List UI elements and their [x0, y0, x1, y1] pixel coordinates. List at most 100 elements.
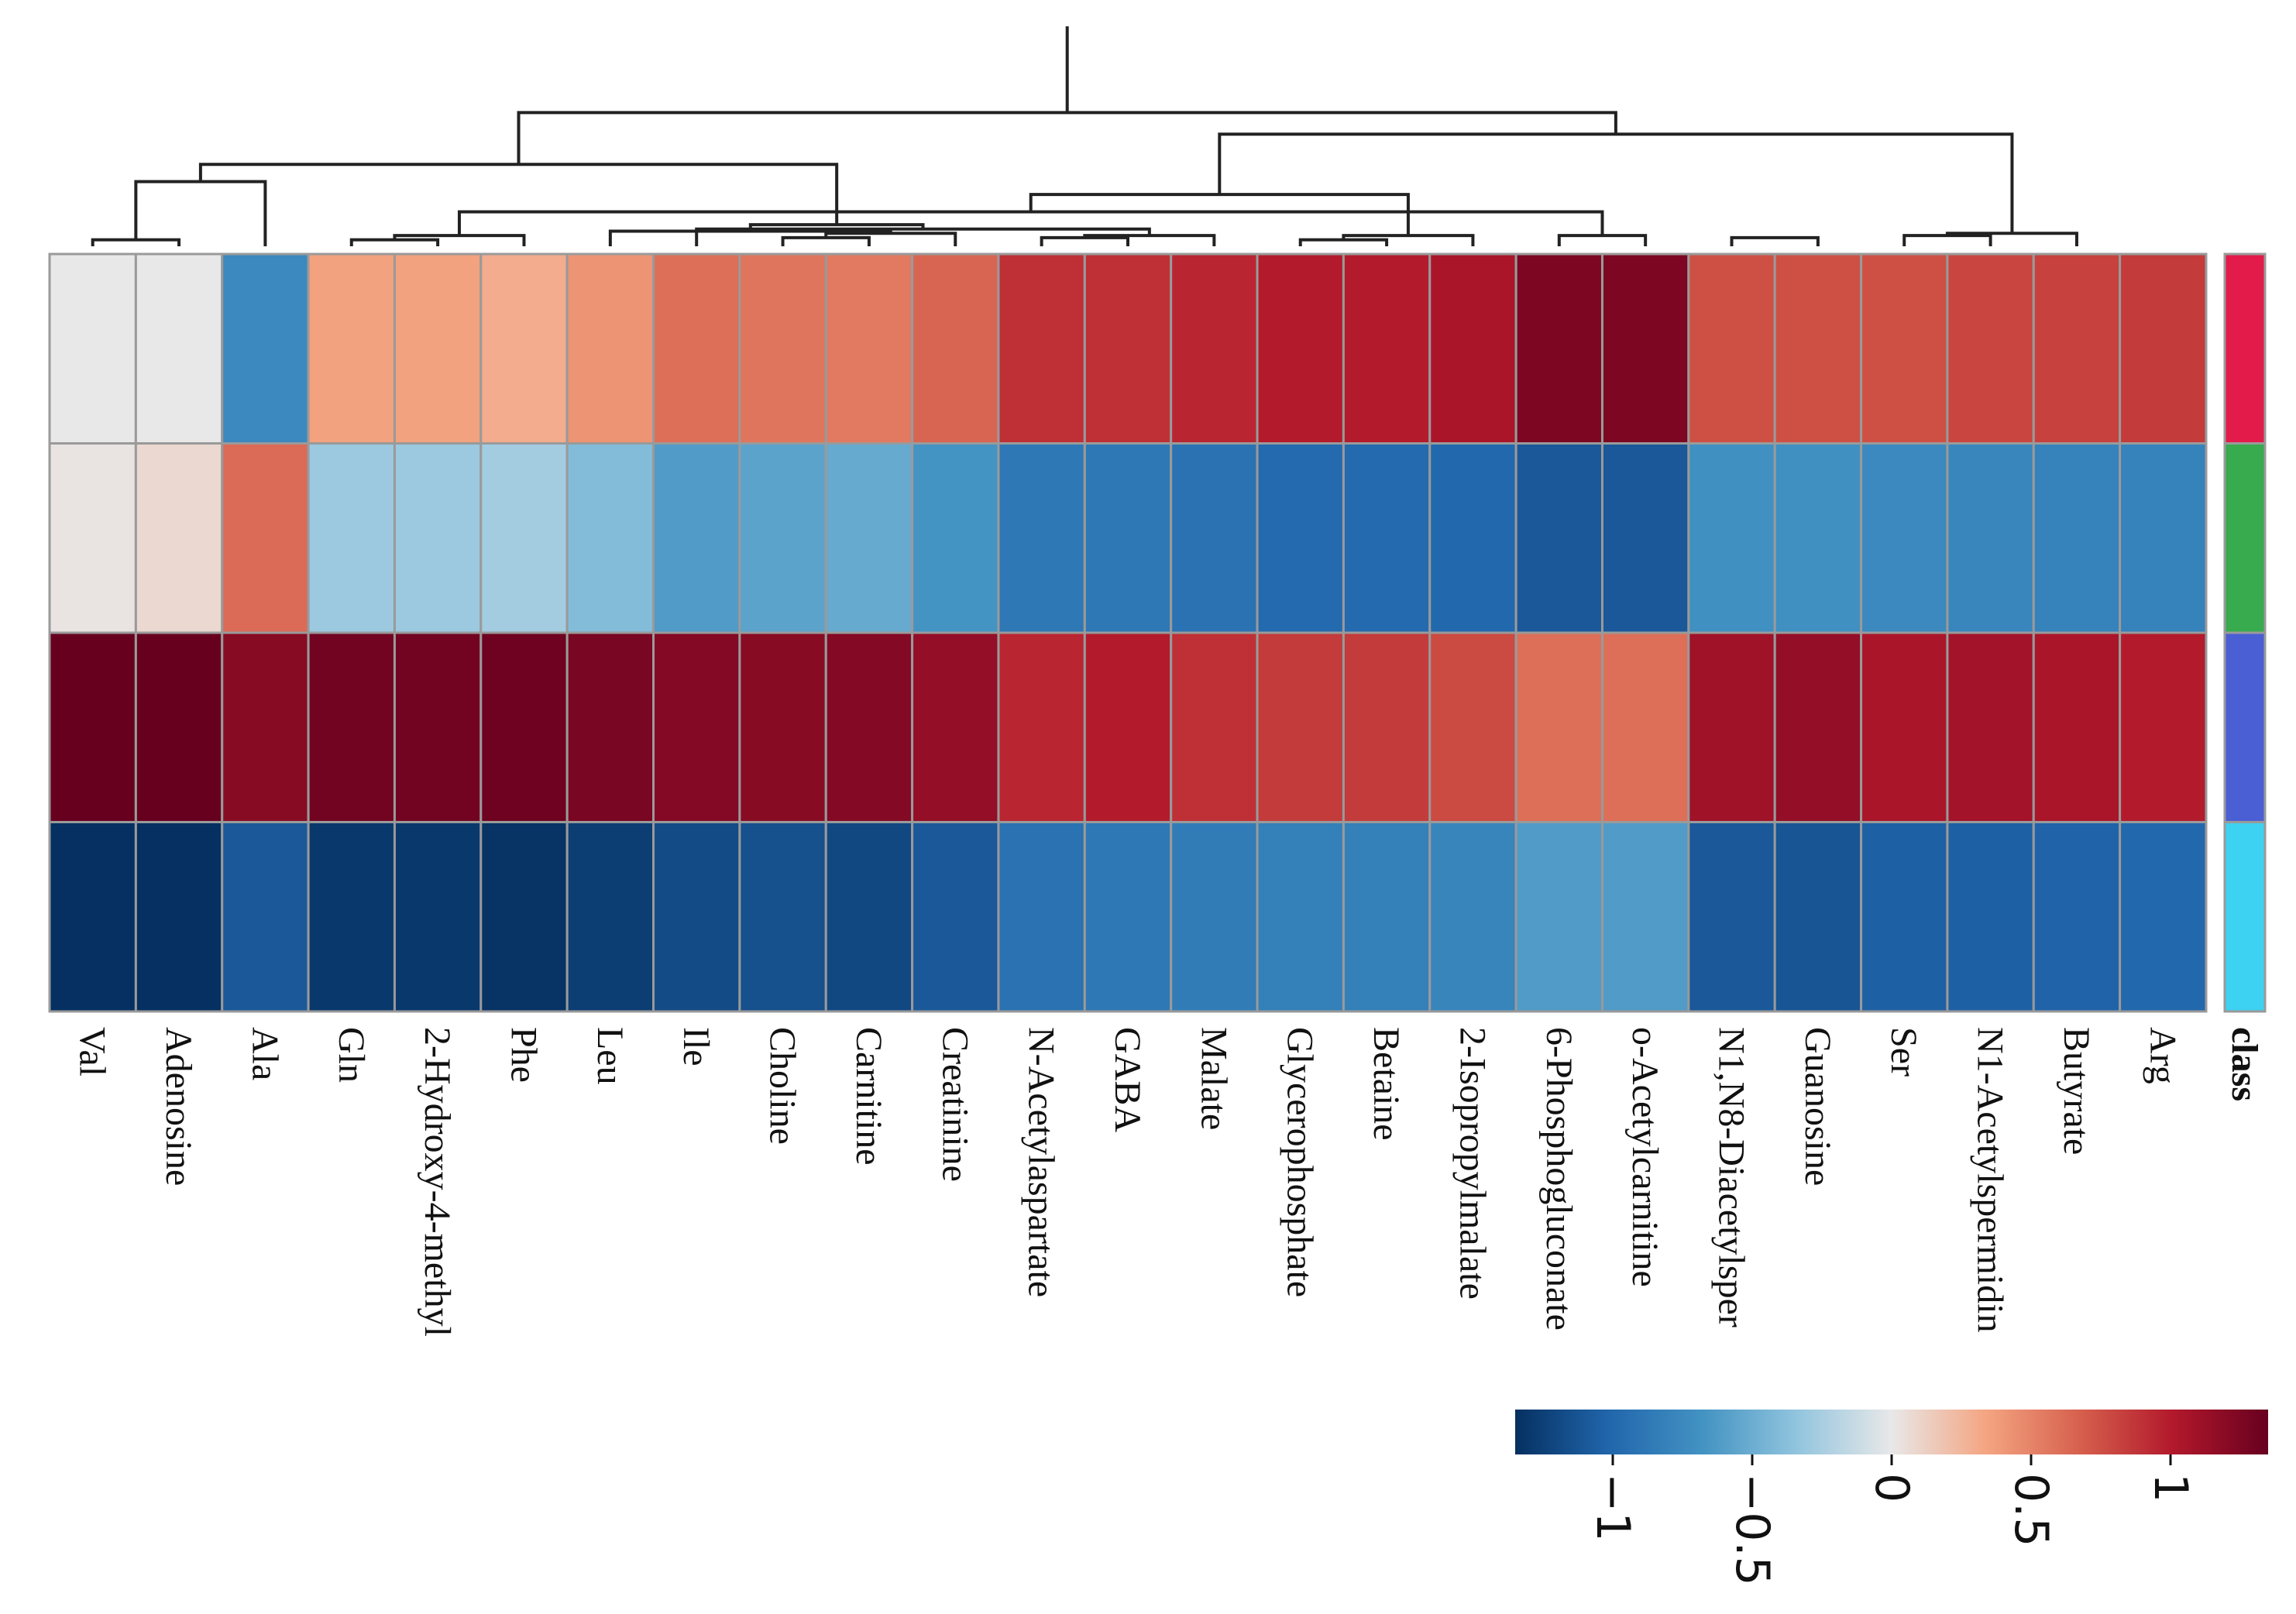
heatmap-cell [393, 442, 483, 634]
heatmap-cell [1342, 442, 1432, 634]
heatmap-cell [1860, 631, 1949, 823]
column-label: Creatinine [934, 1027, 975, 1182]
heatmap-cell [1687, 631, 1776, 823]
heatmap-cell [2119, 631, 2208, 823]
class-label: class [2224, 1027, 2265, 1101]
column-label: Ser [1883, 1027, 1924, 1077]
heatmap-cell [2119, 252, 2208, 445]
colorbar: −1 −0.5 0 0.5 1 [1515, 1410, 2268, 1586]
heatmap-cell [652, 821, 741, 1013]
column-label: Malate [1193, 1027, 1234, 1130]
column-label: Arg [2142, 1027, 2183, 1084]
heatmap-cell [1773, 631, 1863, 823]
column-label: Glycerophosphate [1280, 1027, 1321, 1297]
dendrogram-link [1730, 235, 1820, 246]
heatmap-cell [1083, 631, 1173, 823]
column-label: N-Acetylaspartate [1021, 1027, 1062, 1297]
class-color-cell [2223, 821, 2267, 1013]
heatmap-cell [738, 821, 827, 1013]
column-label: N1-Acetylspermidin [1970, 1027, 2011, 1333]
heatmap-cell [997, 821, 1086, 1013]
heatmap-cell [1342, 252, 1432, 445]
class-color-cell [2223, 252, 2267, 445]
column-label: Ala [244, 1027, 285, 1080]
heatmap-cell [221, 252, 310, 445]
heatmap-cell [479, 821, 569, 1013]
heatmap-cell [1514, 821, 1603, 1013]
heatmap-cell [652, 252, 741, 445]
heatmap-cell [738, 252, 827, 445]
heatmap-cell [997, 442, 1086, 634]
heatmap-cell [307, 821, 396, 1013]
heatmap-cell [1946, 821, 2035, 1013]
colorbar-tick-label: 0 [1865, 1473, 1919, 1502]
dendrogram-link [198, 163, 839, 225]
heatmap-cell [1860, 252, 1949, 445]
heatmap-cell [48, 821, 137, 1013]
heatmap-cell [997, 252, 1086, 445]
heatmap-cell [2032, 252, 2122, 445]
heatmap-cell [911, 631, 1000, 823]
heatmap-cell [1170, 442, 1259, 634]
heatmap-cell [1083, 442, 1173, 634]
heatmap-cell [1600, 631, 1690, 823]
dendrogram-link [517, 111, 1617, 165]
dendrogram-link [781, 235, 871, 246]
column-label: Gln [331, 1027, 372, 1083]
colorbar-tick-label: 0.5 [2004, 1473, 2058, 1547]
heatmap-cell [1600, 442, 1690, 634]
dendrogram-link [1040, 235, 1129, 246]
dendrogram-link [748, 223, 925, 232]
heatmap-cell [307, 252, 396, 445]
column-label: Leu [589, 1027, 631, 1085]
heatmap-cell [911, 442, 1000, 634]
colorbar-tick-label: −0.5 [1725, 1473, 1779, 1586]
column-label: 6-Phosphogluconate [1538, 1027, 1579, 1331]
column-label: Adenosine [158, 1027, 199, 1186]
dendrogram-link [608, 229, 892, 246]
column-label: Ile [675, 1027, 717, 1066]
dendrogram-link [1218, 132, 2014, 234]
column-label: Carnitine [848, 1027, 889, 1166]
column-dendrogram [91, 26, 2078, 246]
heatmap-cell [1256, 442, 1345, 634]
heatmap-cell [393, 252, 483, 445]
heatmap-cell [1170, 821, 1259, 1013]
heatmap-cell [48, 631, 137, 823]
heatmap-cell [134, 252, 224, 445]
colorbar-tick-label: 1 [2143, 1473, 2198, 1502]
heatmap-cell [1428, 252, 1517, 445]
heatmap-cell [565, 631, 655, 823]
heatmap-cell [1860, 821, 1949, 1013]
column-label: Val [72, 1027, 113, 1077]
heatmap-cell [1687, 442, 1776, 634]
heatmap-cell [565, 442, 655, 634]
heatmap-cell [1514, 252, 1603, 445]
heatmap-cell [134, 821, 224, 1013]
heatmap-cell [1083, 252, 1173, 445]
column-label: Guanosine [1797, 1027, 1838, 1186]
heatmap-cell [479, 442, 569, 634]
heatmap-cell [824, 821, 914, 1013]
heatmap-cell [1170, 631, 1259, 823]
dendrogram-link [1902, 234, 1992, 246]
heatmap-cell [1083, 821, 1173, 1013]
heatmap-cell [652, 631, 741, 823]
heatmap-cell [911, 821, 1000, 1013]
heatmap-cell [479, 252, 569, 445]
column-label: Choline [762, 1027, 803, 1145]
heatmap-cell [1428, 442, 1517, 634]
column-label: GABA [1107, 1027, 1148, 1132]
heatmap-cell [1514, 442, 1603, 634]
heatmap-cell [307, 442, 396, 634]
heatmap-cell [1946, 631, 2035, 823]
heatmap-cell [1773, 442, 1863, 634]
dendrogram-link [1557, 234, 1648, 246]
column-label: N1,N8-Diacetylsper [1711, 1027, 1752, 1327]
heatmap-cell [2032, 821, 2122, 1013]
heatmap-cell [1600, 821, 1690, 1013]
dendrogram-link [91, 238, 181, 246]
heatmap-cell [1256, 631, 1345, 823]
heatmap-cell [1428, 821, 1517, 1013]
class-color-cell [2223, 442, 2267, 634]
